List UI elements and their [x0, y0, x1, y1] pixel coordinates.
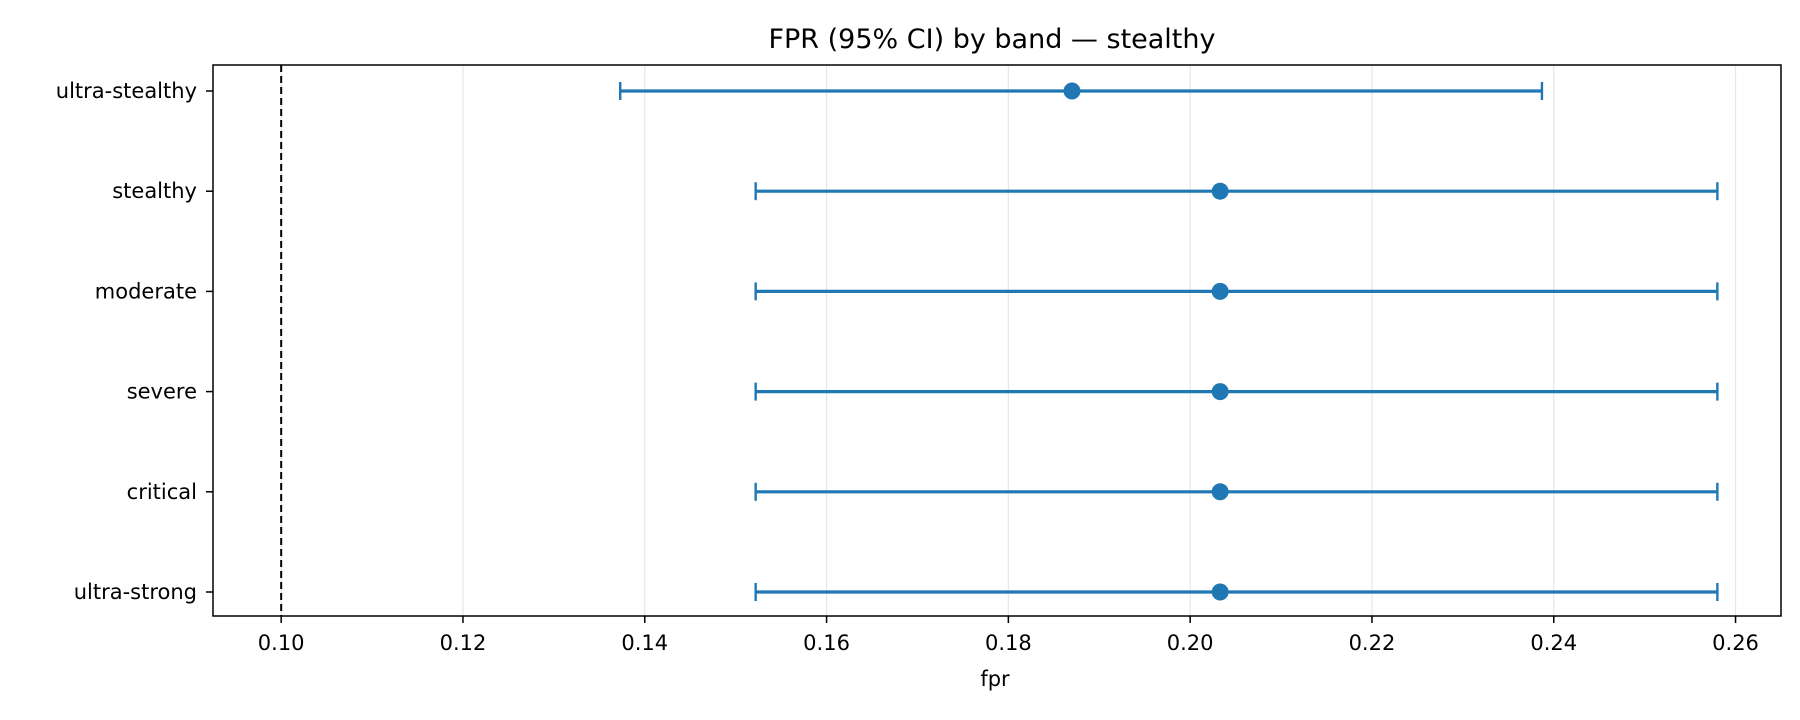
point-marker	[1211, 182, 1229, 200]
x-tick-label: 0.20	[1167, 631, 1214, 655]
chart-title: FPR (95% CI) by band — stealthy	[768, 24, 1215, 55]
y-tick-label: critical	[127, 480, 197, 504]
x-axis: 0.10 0.12 0.14 0.16 0.18 0.20 0.22 0.24 0.26	[258, 616, 1759, 655]
x-tick-label: 0.24	[1530, 631, 1577, 655]
plot-frame	[212, 64, 1782, 617]
x-tick-label: 0.22	[1349, 631, 1396, 655]
point-marker	[1211, 483, 1229, 501]
point-marker	[1063, 82, 1081, 100]
x-axis-label: fpr	[980, 667, 1010, 691]
x-tick-label: 0.26	[1712, 631, 1759, 655]
x-tick-label: 0.16	[803, 631, 850, 655]
y-tick-label: ultra-strong	[74, 580, 197, 604]
x-tick-label: 0.14	[621, 631, 668, 655]
y-axis: ultra-stealthy stealthy moderate severe crit…	[56, 79, 213, 604]
x-tick-label: 0.18	[985, 631, 1032, 655]
y-tick-label: stealthy	[112, 179, 197, 203]
series-layer	[619, 82, 1719, 601]
point-marker	[1211, 383, 1229, 401]
point-marker	[1211, 282, 1229, 300]
point-marker	[1211, 583, 1229, 601]
y-tick-label: ultra-stealthy	[56, 79, 197, 103]
x-tick-label: 0.12	[440, 631, 487, 655]
y-tick-label: severe	[127, 380, 197, 404]
grid-layer	[280, 65, 1737, 616]
x-tick-label: 0.10	[258, 631, 305, 655]
y-tick-label: moderate	[95, 279, 197, 303]
